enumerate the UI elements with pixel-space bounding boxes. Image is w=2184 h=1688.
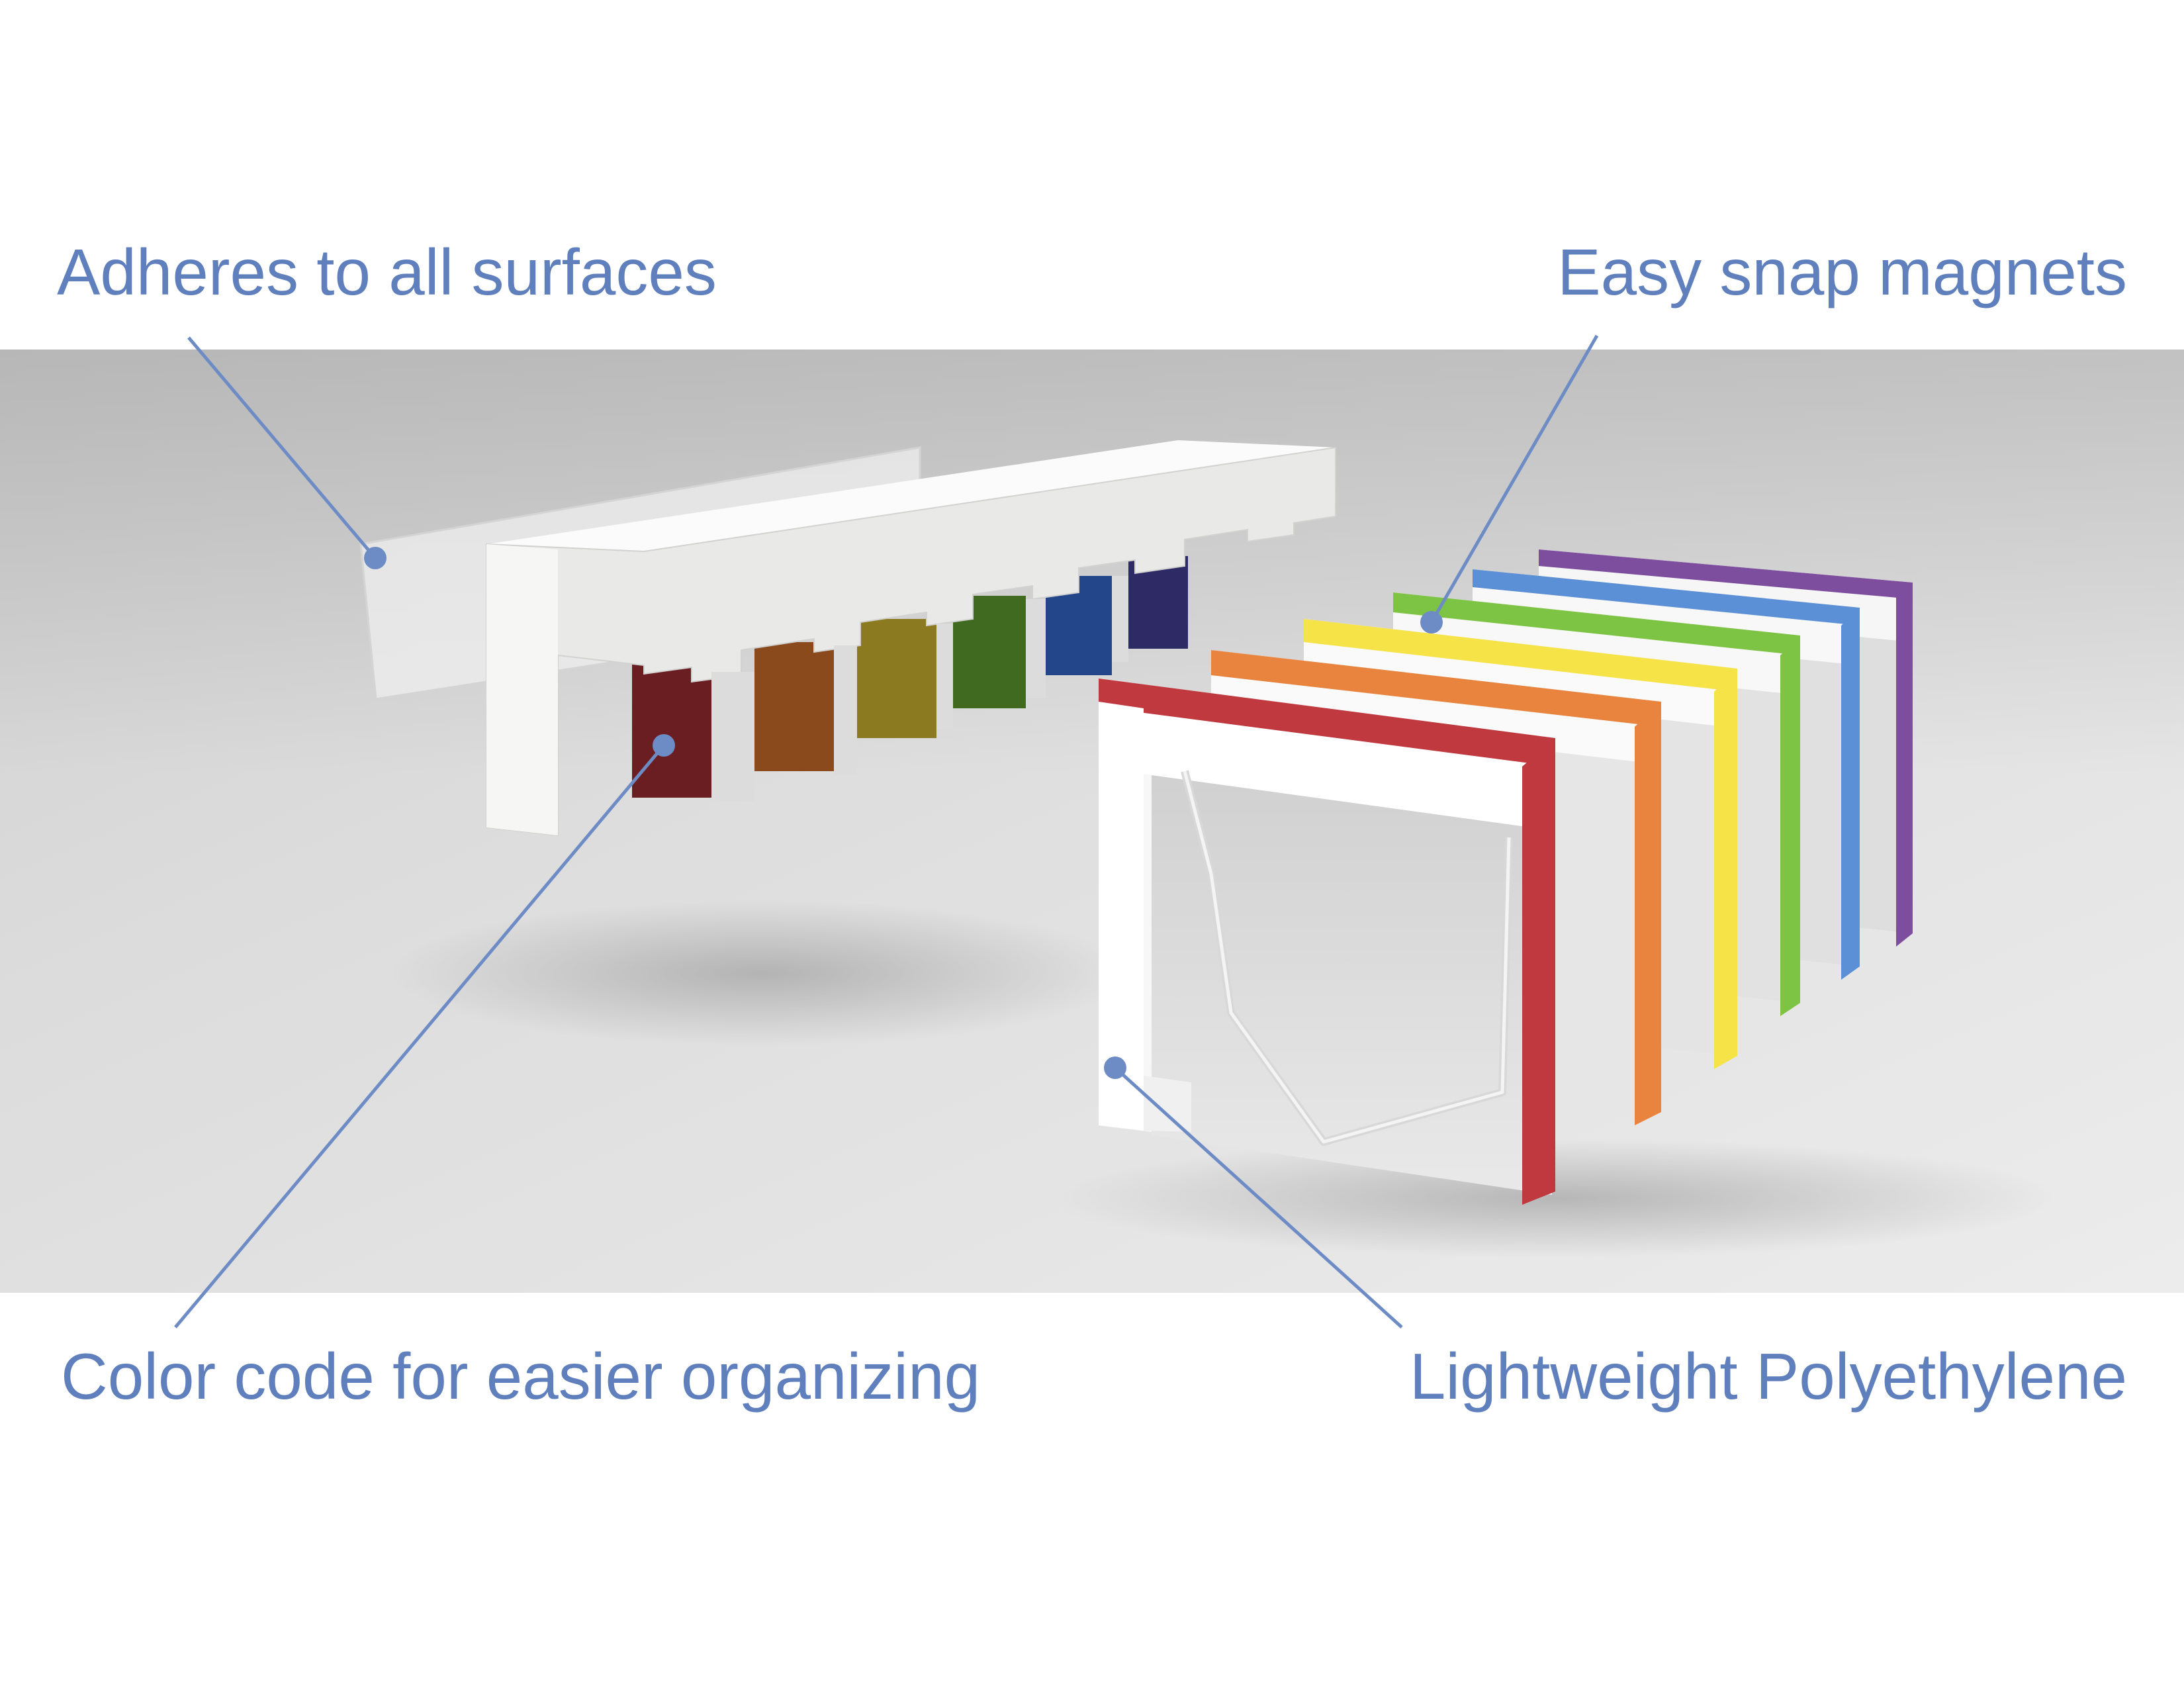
callout-magnets: Easy snap magnets: [1557, 236, 2127, 308]
callout-leaders: [174, 334, 1599, 1329]
callout-adhesive: Adheres to all surfaces: [57, 236, 717, 308]
rail-posts: [711, 576, 1128, 801]
leader-material: [1104, 1056, 1403, 1329]
bin-stack: [1099, 549, 1913, 1205]
callout-material: Lightweight Polyethylene: [1409, 1340, 2127, 1413]
bin-red: [1099, 679, 1555, 1205]
callout-color-code: Color code for easier organizing: [61, 1340, 981, 1413]
leader-magnets: [1420, 334, 1599, 633]
leader-adhesive: [187, 336, 387, 569]
wall-rail: [486, 440, 1336, 837]
leader-color-code: [174, 734, 675, 1329]
